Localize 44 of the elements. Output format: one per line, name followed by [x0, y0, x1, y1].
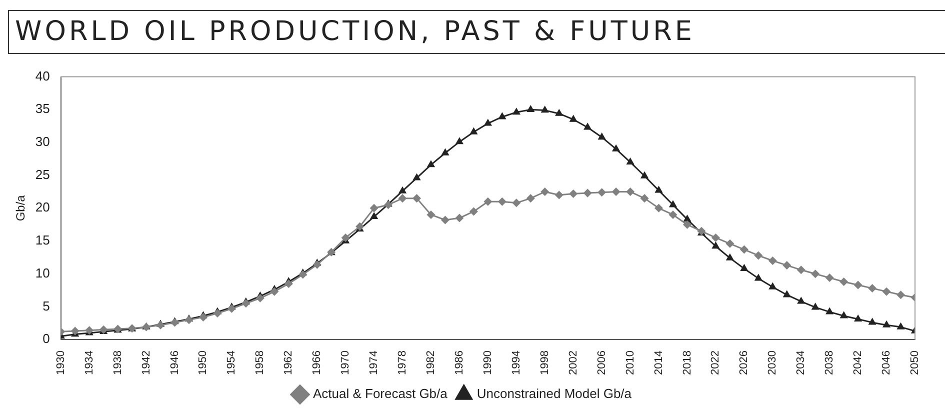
y-axis-title: Gb/a	[14, 194, 28, 222]
y-tick-label: 30	[35, 134, 50, 150]
x-tick-label: 1934	[83, 350, 96, 376]
x-tick-label: 1982	[425, 350, 438, 376]
y-tick-label: 25	[35, 166, 50, 182]
y-tick-label: 20	[35, 200, 50, 215]
y-tick-label: 0	[42, 331, 50, 346]
chart-title: WORLD OIL PRODUCTION, PAST & FUTURE	[8, 10, 945, 54]
x-tick-label: 1954	[226, 350, 238, 376]
x-tick-label: 2026	[738, 350, 750, 376]
y-tick-label: 5	[42, 298, 50, 314]
x-tick-label: 1978	[396, 350, 409, 376]
x-tick-label: 1962	[282, 350, 295, 376]
x-tick-label: 1998	[538, 350, 551, 376]
x-tick-label: 1950	[197, 350, 210, 376]
x-tick-label: 1990	[482, 350, 494, 376]
x-tick-label: 2002	[567, 350, 580, 376]
legend-label: Unconstrained Model Gb/a	[476, 386, 632, 402]
x-tick-label: 1930	[54, 350, 67, 376]
x-tick-label: 2034	[795, 350, 808, 376]
y-tick-label: 15	[35, 232, 50, 248]
y-tick-label: 10	[35, 265, 50, 280]
x-tick-label: 1970	[340, 350, 352, 376]
x-tick-label: 1946	[168, 350, 181, 376]
x-tick-label: 2050	[909, 350, 922, 376]
x-tick-label: 2022	[710, 350, 722, 376]
x-tick-label: 2014	[652, 350, 665, 376]
x-tick-label: 1986	[453, 350, 466, 376]
x-tick-label: 2030	[766, 350, 779, 376]
x-tick-label: 1994	[510, 350, 522, 376]
y-tick-label: 35	[35, 101, 50, 116]
x-tick-label: 1942	[140, 350, 152, 376]
x-tick-label: 2042	[852, 350, 864, 376]
x-tick-label: 2018	[681, 350, 694, 376]
y-tick-label: 40	[35, 68, 50, 84]
x-tick-label: 2038	[824, 350, 836, 376]
x-tick-label: 2010	[624, 350, 636, 376]
x-tick-label: 1974	[368, 350, 380, 376]
x-tick-label: 1958	[254, 350, 266, 376]
x-tick-label: 2046	[880, 350, 893, 376]
x-tick-label: 1938	[112, 350, 124, 376]
x-tick-label: 1966	[311, 350, 324, 376]
legend-label: Actual & Forecast Gb/a	[312, 386, 448, 402]
x-tick-label: 2006	[596, 350, 608, 376]
